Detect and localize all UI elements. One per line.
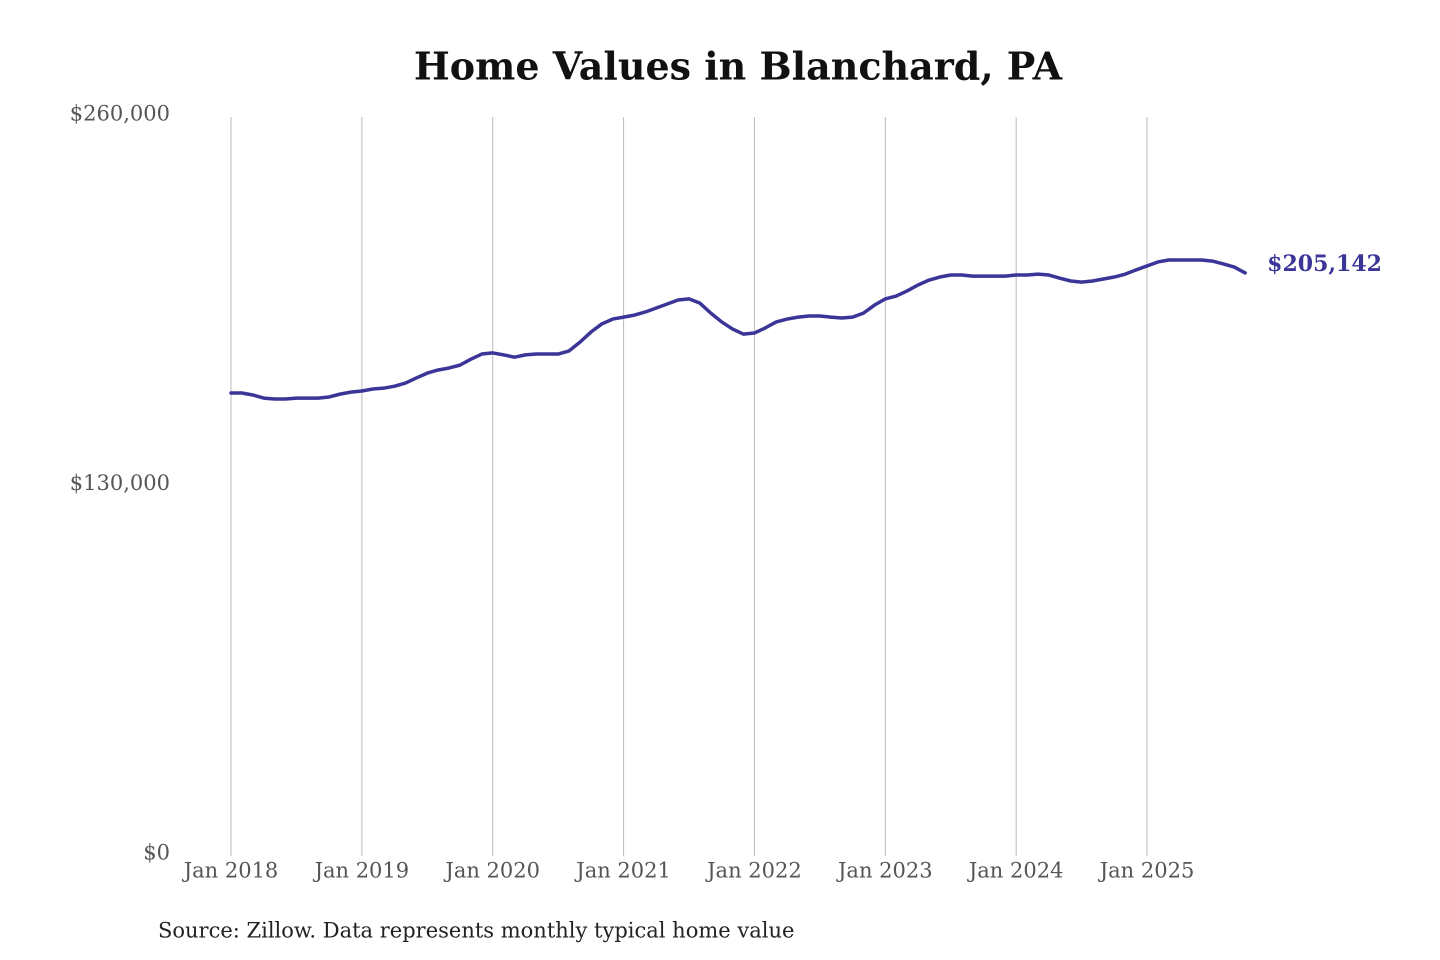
x-tick-label: Jan 2019 [313,859,410,883]
x-tick-label: Jan 2020 [443,859,540,883]
source-note: Source: Zillow. Data represents monthly … [158,919,794,943]
x-tick-label: Jan 2018 [182,859,279,883]
y-tick-label: $0 [143,841,170,865]
y-tick-label: $130,000 [70,471,170,495]
x-tick-label: Jan 2022 [705,859,802,883]
y-tick-label: $260,000 [70,102,170,126]
value-label: $205,142 [1267,251,1382,277]
x-tick-label: Jan 2025 [1098,859,1195,883]
chart-title: Home Values in Blanchard, PA [414,44,1063,89]
line-series [229,258,1247,401]
x-tick-label: Jan 2023 [836,859,933,883]
x-tick-label: Jan 2024 [967,859,1064,883]
x-tick-label: Jan 2021 [574,859,671,883]
